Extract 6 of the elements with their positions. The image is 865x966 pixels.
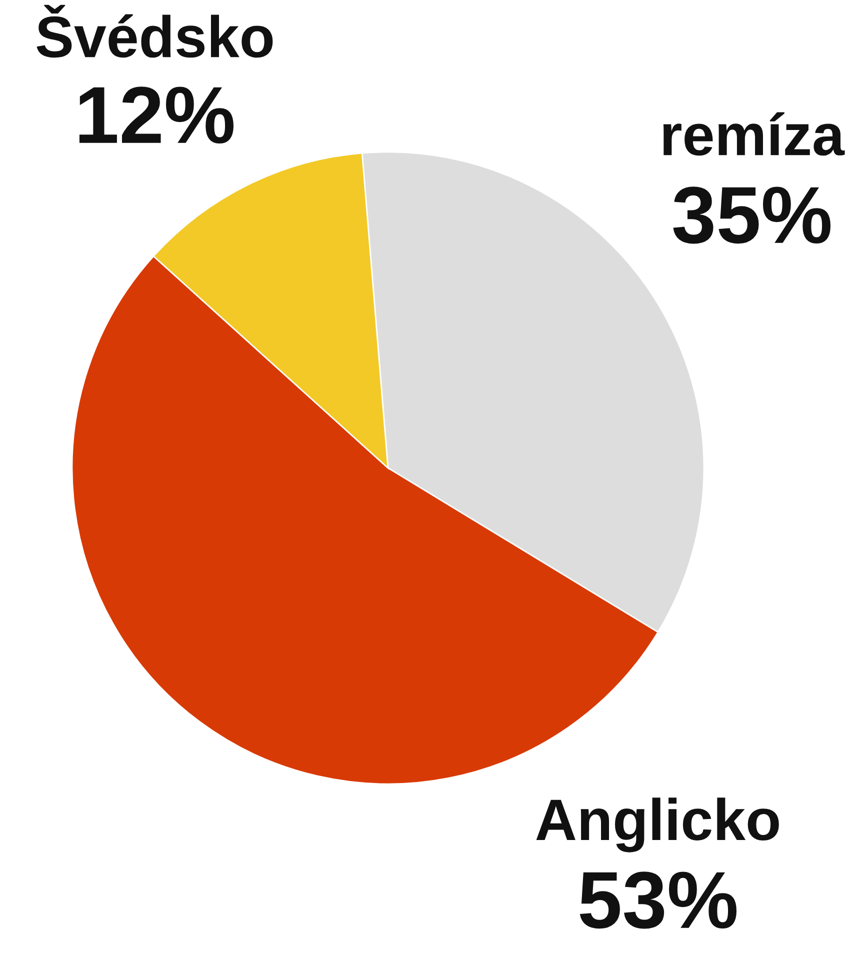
slice-label: Anglicko <box>536 798 779 852</box>
data-label: 35% <box>673 186 830 244</box>
data-label: 12% <box>79 86 234 144</box>
data-label: 53% <box>580 872 736 929</box>
slice-label: Švédsko <box>36 4 273 58</box>
slice-label: remíza <box>663 112 845 156</box>
